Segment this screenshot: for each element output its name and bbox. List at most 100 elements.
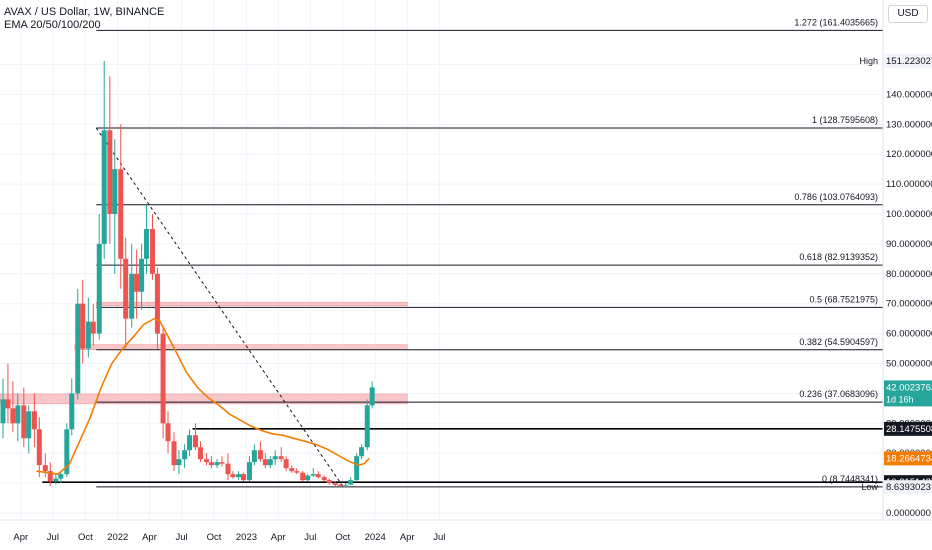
y-tick-label: 50.0000000 — [886, 359, 932, 370]
candle-body — [47, 471, 53, 482]
candle-body — [230, 474, 236, 478]
axis-tag-bg — [884, 53, 932, 68]
candle-body — [246, 462, 252, 481]
chart-grid — [0, 0, 883, 520]
x-tick-label: Apr — [400, 532, 415, 543]
candle-body — [369, 387, 375, 406]
candle-body — [305, 475, 311, 481]
candle-body — [225, 463, 231, 475]
x-tick-label: Jul — [433, 532, 445, 543]
axis-tag-caption: Low — [861, 482, 878, 492]
candle-body — [154, 273, 160, 334]
candle-body — [289, 468, 295, 472]
candle-body — [187, 435, 193, 451]
candle-body — [139, 258, 145, 292]
candle-body — [0, 399, 6, 424]
candle-body — [364, 405, 370, 448]
candle-body — [326, 480, 332, 484]
fib-label: 0.236 (37.0683096) — [799, 389, 878, 399]
candle-body — [75, 303, 81, 394]
indicator-label[interactable]: EMA 20/50/100/200 — [4, 19, 101, 31]
symbol-title[interactable]: AVAX / US Dollar, 1W, BINANCE — [4, 6, 165, 18]
axis-tag-bg — [884, 480, 932, 495]
fib-label: 0 (8.7448341) — [822, 474, 878, 484]
candle-body — [176, 459, 182, 466]
y-tick-label: 80.0000000 — [886, 269, 932, 280]
candle-body — [197, 447, 203, 460]
candle-body — [348, 480, 354, 485]
time-axis[interactable]: Apr Jul Oct 2022 Apr Jul Oct 2023 Apr Jul Oct 2024 A… — [13, 532, 445, 543]
candle-body — [283, 459, 289, 469]
fib-label: 0.5 (68.7521975) — [809, 294, 878, 304]
candle-body — [315, 474, 321, 478]
price-axis[interactable]: 0.000000010.000000020.000000030.00000004… — [886, 60, 932, 520]
candle-body — [165, 423, 171, 442]
candle-body — [236, 474, 242, 478]
candle-body — [58, 474, 64, 479]
candle-body — [53, 478, 59, 482]
candle-body — [354, 456, 360, 481]
fib-label: 0.618 (82.9139352) — [799, 252, 878, 262]
candle-body — [272, 456, 278, 460]
candle-body — [214, 462, 220, 466]
x-tick-label: 2022 — [107, 532, 128, 543]
candle-body — [278, 456, 284, 460]
ema-polyline — [36, 317, 370, 475]
x-tick-label: Apr — [271, 532, 286, 543]
candlestick-series — [0, 60, 375, 488]
candle-body — [193, 435, 199, 448]
candle-body — [15, 405, 21, 424]
candle-body — [112, 169, 118, 214]
x-tick-label: Apr — [142, 532, 157, 543]
candle-body — [107, 130, 113, 214]
supply-zones — [0, 301, 408, 405]
candle-body — [123, 258, 129, 319]
currency-button[interactable]: USD — [888, 5, 928, 23]
x-tick-label: Jul — [304, 532, 316, 543]
trendline — [95, 127, 344, 487]
ema-line — [36, 317, 370, 475]
fib-label: 1 (128.7595608) — [812, 115, 878, 125]
x-tick-label: 2024 — [365, 532, 386, 543]
zone-rect — [96, 301, 408, 307]
axis-tag-value: 28.1475508 — [886, 424, 932, 435]
candle-body — [134, 273, 140, 292]
y-tick-label: 120.0000000 — [886, 149, 932, 160]
x-tick-label: 2023 — [236, 532, 257, 543]
x-tick-label: Jul — [47, 532, 59, 543]
candle-body — [321, 477, 327, 481]
candle-body — [85, 321, 91, 349]
candle-body — [21, 405, 27, 439]
candle-body — [359, 447, 365, 457]
candle-body — [144, 228, 150, 259]
candle-body — [343, 484, 349, 486]
candle-body — [219, 462, 225, 464]
candle-body — [257, 450, 263, 460]
axis-tag-value: 8.6393023 — [886, 482, 931, 493]
candle-body — [90, 321, 96, 334]
candle-body — [182, 450, 188, 460]
axis-tag-bg — [884, 451, 932, 466]
candle-body — [240, 474, 246, 481]
y-tick-label: 140.0000000 — [886, 89, 932, 100]
fib-label: 0.786 (103.0764093) — [794, 192, 878, 202]
x-tick-label: Jul — [176, 532, 188, 543]
candle-body — [96, 243, 102, 334]
candle-body — [36, 429, 42, 466]
y-tick-label: 90.0000000 — [886, 239, 932, 250]
x-tick-label: Oct — [78, 532, 93, 543]
candle-body — [267, 459, 273, 466]
y-tick-label: 0.0000000 — [886, 508, 931, 519]
candle-body — [337, 484, 343, 486]
fibonacci-levels: 1.272 (161.4035665) 1 (128.7595608) 0.786 … — [96, 17, 883, 488]
candle-body — [31, 411, 37, 430]
candle-body — [129, 273, 135, 319]
fib-label: 1.272 (161.4035665) — [794, 17, 878, 27]
x-tick-label: Oct — [335, 532, 350, 543]
axis-tag-value: 42.0023762 — [886, 382, 932, 393]
horizontal-lines — [42, 428, 883, 483]
candle-body — [26, 411, 32, 439]
axis-tag-value: 18.2664734 — [886, 453, 932, 464]
